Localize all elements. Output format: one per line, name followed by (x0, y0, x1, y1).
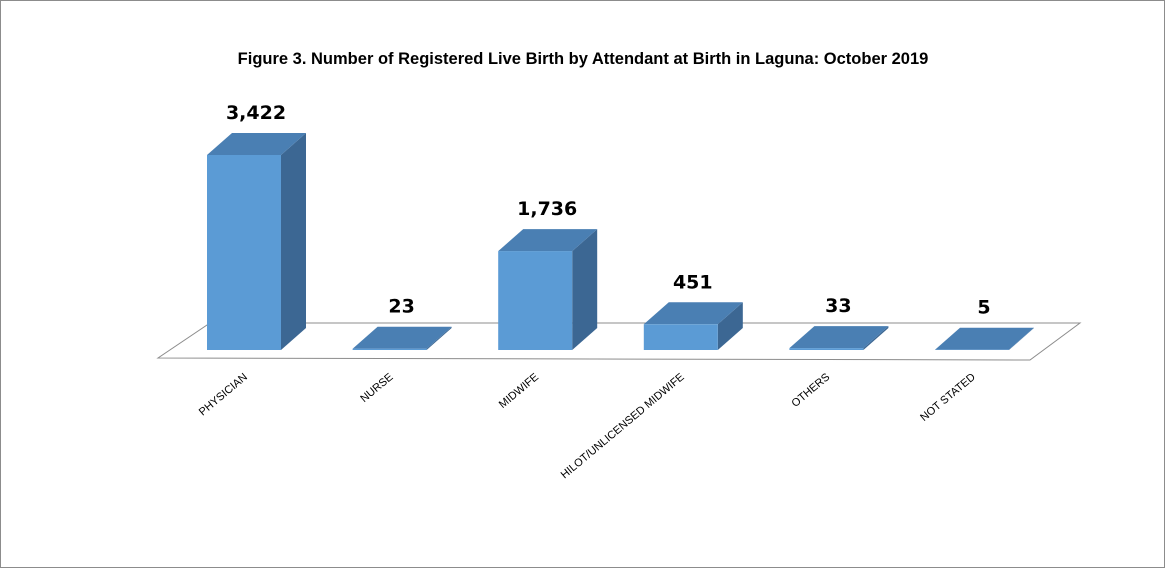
bar-side (1009, 327, 1034, 350)
value-label: 1,736 (517, 198, 577, 220)
chart-title: Figure 3. Number of Registered Live Birt… (237, 50, 929, 68)
x-tick-label: OTHERS (789, 371, 832, 410)
bar-side (281, 133, 306, 350)
value-label: 5 (977, 297, 990, 319)
value-label: 23 (388, 296, 414, 318)
x-tick-label: NOT STATED (918, 371, 978, 424)
bar-side (572, 229, 598, 350)
x-tick-label: MIDWIFE (497, 371, 541, 411)
bar-top (935, 327, 1034, 350)
x-tick-label: PHYSICIAN (197, 371, 250, 418)
bar-front (789, 348, 864, 350)
value-label: 33 (825, 295, 851, 317)
bar-side (717, 302, 743, 350)
bar-front (352, 348, 427, 350)
bar-top (643, 302, 743, 325)
bar-front (643, 324, 718, 350)
x-tick-label: HILOT/UNLICENSED MIDWIFE (559, 371, 687, 481)
bar-top (789, 326, 889, 349)
bar-top (498, 229, 598, 252)
bar-side (863, 326, 889, 350)
bar-front (498, 251, 573, 350)
value-label: 3,422 (226, 102, 286, 124)
value-label: 451 (673, 271, 713, 293)
x-tick-label: NURSE (358, 371, 395, 405)
bar-top (352, 326, 452, 349)
bar-top (207, 133, 306, 155)
bar-front (207, 155, 281, 350)
bar-side (426, 326, 452, 350)
